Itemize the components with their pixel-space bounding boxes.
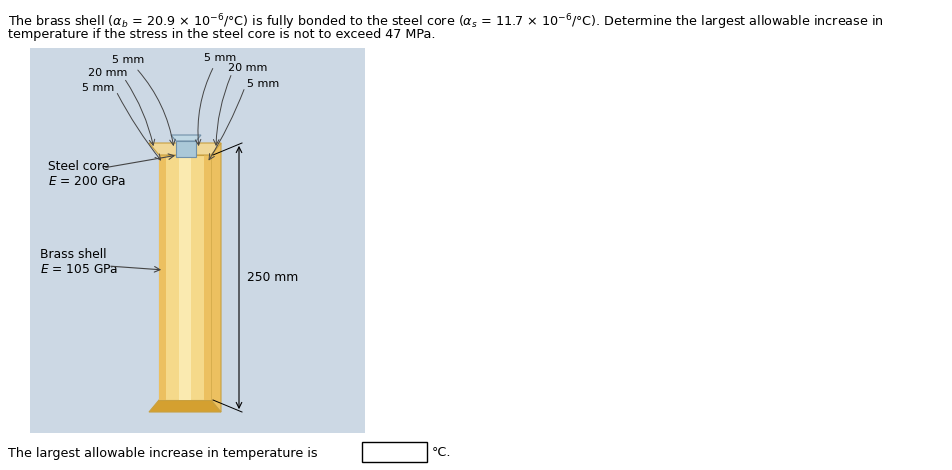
Bar [176, 141, 196, 157]
Bar [159, 155, 166, 400]
Text: 5 mm: 5 mm [112, 55, 144, 65]
Text: 5 mm: 5 mm [82, 83, 114, 93]
Text: Brass shell: Brass shell [40, 248, 107, 261]
Text: Steel core: Steel core [48, 160, 109, 173]
Text: The brass shell ($\alpha_b$ = 20.9 × 10$^{-6}$/°C) is fully bonded to the steel : The brass shell ($\alpha_b$ = 20.9 × 10$… [8, 12, 883, 31]
Text: temperature if the stress in the steel core is not to exceed 47 MPa.: temperature if the stress in the steel c… [8, 28, 435, 41]
Polygon shape [149, 400, 221, 412]
Text: °C.: °C. [432, 446, 451, 460]
Text: $E$ = 105 GPa: $E$ = 105 GPa [40, 263, 118, 276]
Text: 250 mm: 250 mm [247, 271, 298, 284]
Text: 20 mm: 20 mm [89, 68, 128, 78]
Polygon shape [149, 143, 221, 155]
Polygon shape [171, 135, 201, 141]
Text: 5 mm: 5 mm [204, 53, 236, 63]
Text: 5 mm: 5 mm [247, 79, 279, 89]
Text: 20 mm: 20 mm [228, 63, 268, 73]
Polygon shape [211, 143, 221, 412]
Text: The largest allowable increase in temperature is: The largest allowable increase in temper… [8, 446, 318, 460]
Bar [204, 155, 211, 400]
Bar [179, 155, 191, 400]
Bar [159, 155, 211, 400]
Text: $E$ = 200 GPa: $E$ = 200 GPa [48, 175, 127, 188]
Bar [30, 48, 365, 433]
Bar [362, 442, 427, 462]
